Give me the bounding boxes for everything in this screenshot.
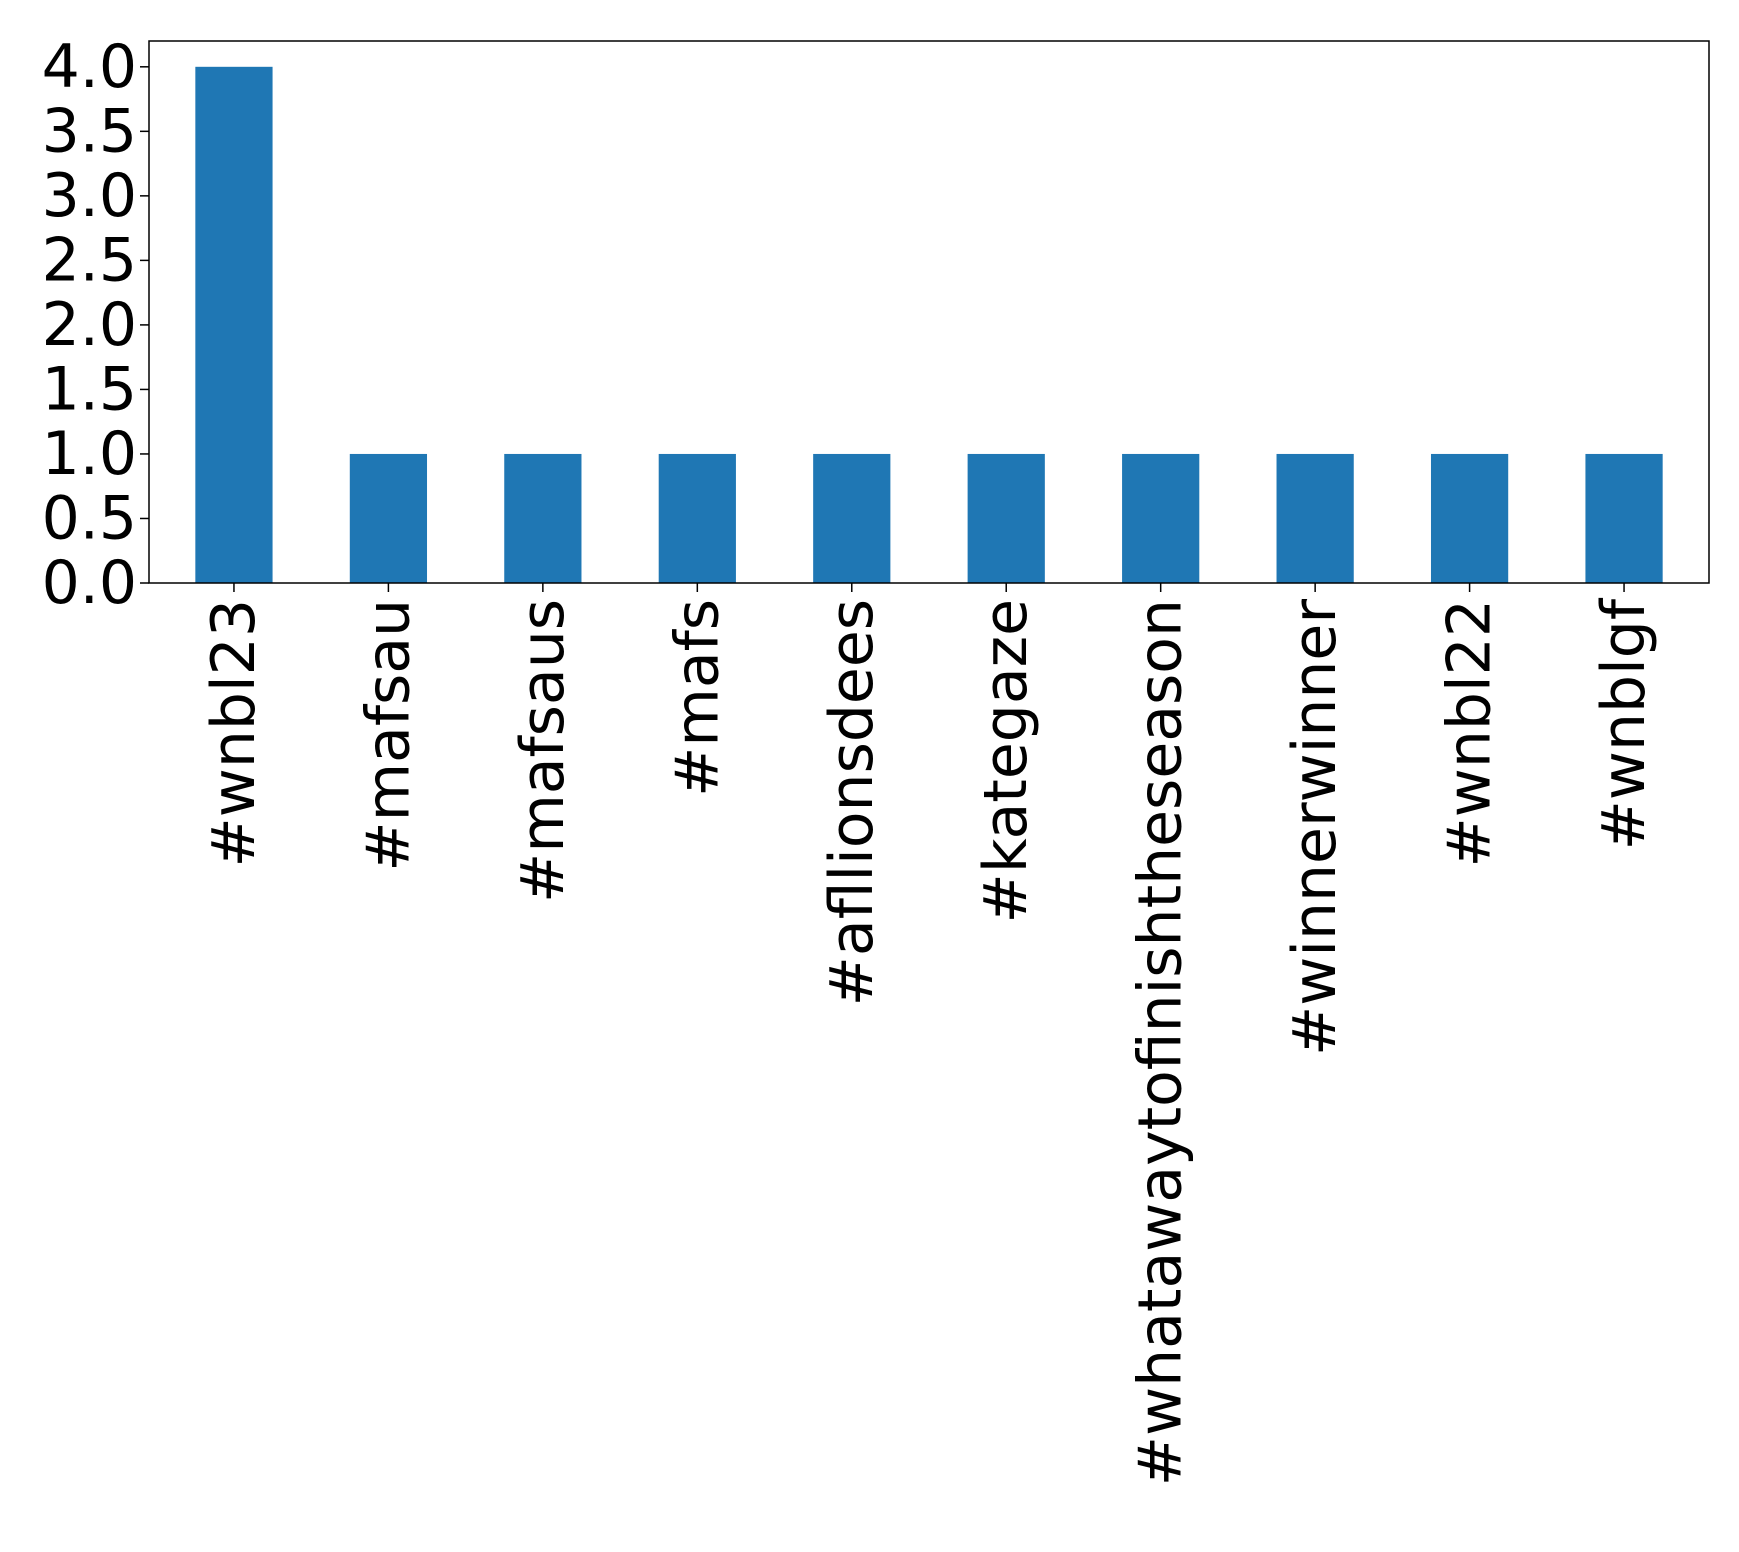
bar-wnblgf (1585, 453, 1663, 583)
y-tick-label: 1.0 (42, 419, 137, 489)
bar-mafsaus (504, 453, 582, 583)
x-tick-label: #kategaze (971, 599, 1041, 923)
bars-group (195, 66, 1663, 584)
bar-kategaze (967, 453, 1045, 583)
plot-frame (148, 40, 1710, 584)
x-tick-label: #wnbl23 (199, 599, 269, 867)
bar-wnbl23 (195, 66, 273, 584)
y-tick-label: 3.0 (42, 161, 137, 231)
y-tick-label: 4.0 (42, 32, 137, 102)
x-tick-label: #mafsaus (508, 599, 578, 903)
x-tick-label: #mafs (662, 599, 732, 797)
x-tick-label: #whatawaytofinishtheseason (1126, 599, 1196, 1486)
y-tick-label: 2.0 (42, 290, 137, 360)
y-tick-label: 3.5 (42, 96, 137, 166)
y-tick-label: 0.5 (42, 483, 137, 553)
bar-winnerwinner (1276, 453, 1354, 583)
y-axis: 0.00.51.01.52.02.53.03.54.0 (42, 32, 149, 618)
bar-mafsau (349, 453, 428, 583)
x-tick-label: #afllionsdees (817, 599, 887, 1006)
y-tick-label: 0.0 (42, 548, 137, 618)
x-tick-label: #winnerwinner (1280, 599, 1350, 1056)
bar-afllionsdees (813, 453, 891, 583)
bar-whatawaytofinishtheseason (1122, 453, 1200, 583)
x-tick-label: #wnbl22 (1435, 599, 1505, 867)
bar-mafs (658, 453, 736, 583)
x-tick-label: #wnblgf (1589, 597, 1659, 850)
bar-wnbl22 (1430, 453, 1509, 583)
y-tick-label: 1.5 (42, 354, 137, 424)
x-tick-label: #mafsau (353, 599, 423, 872)
x-axis: #wnbl23 #mafsau #mafsaus #mafs #afllionsdees… (199, 583, 1659, 1486)
y-tick-label: 2.5 (42, 225, 137, 295)
